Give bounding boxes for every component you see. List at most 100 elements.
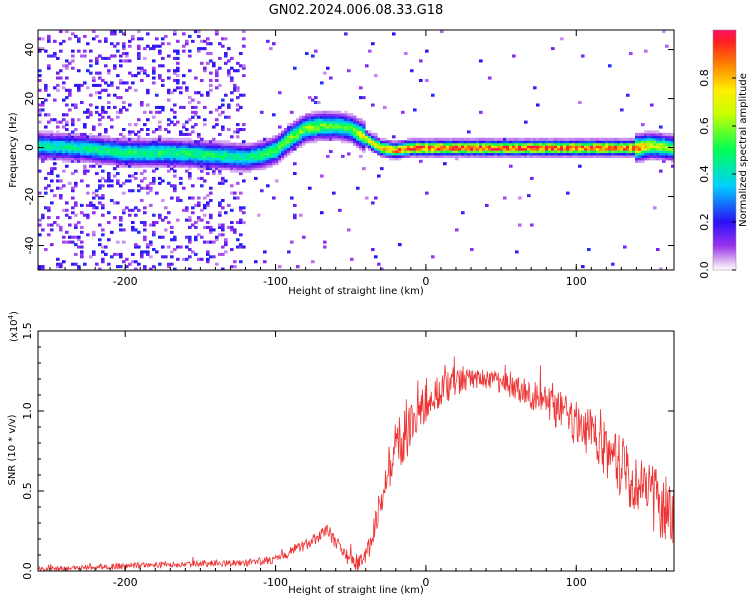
spectrogram-cell <box>125 142 129 146</box>
spectrogram-cell <box>497 145 501 149</box>
spectrogram-cell <box>158 44 162 48</box>
spectrogram-cell <box>83 172 87 176</box>
spectrogram-cell <box>290 142 294 146</box>
spectrogram-cell <box>92 76 96 80</box>
spectrogram-cell <box>353 123 357 127</box>
spectrogram-cell <box>98 145 102 149</box>
spectrogram-cell <box>71 157 75 161</box>
spectrogram-cell <box>302 118 306 122</box>
spectrogram-cell <box>53 162 57 166</box>
spectrogram-cell <box>641 123 645 127</box>
spectrogram-cell <box>167 145 171 149</box>
spectrogram-cell <box>320 118 324 122</box>
spectrogram-cell <box>362 132 366 136</box>
spectrogram-cell <box>455 137 459 141</box>
spectrogram-cell <box>569 154 573 158</box>
spectrogram-cell <box>47 34 51 38</box>
spectrogram-cell <box>86 137 90 141</box>
spectrogram-cell <box>209 150 213 154</box>
spectrogram-cell <box>548 142 552 146</box>
spectrogram-cell <box>62 159 66 163</box>
spectrogram-cell <box>593 140 597 144</box>
spectrogram-cell <box>533 147 537 151</box>
spectrogram-cell <box>419 59 423 63</box>
spectrogram-cell <box>173 162 177 166</box>
spectrogram-cell <box>227 167 231 171</box>
spectrogram-cell <box>650 140 654 144</box>
spectrogram-cell <box>95 159 99 163</box>
spectrogram-cell <box>422 140 426 144</box>
spectrogram-cell <box>179 132 183 136</box>
spectrogram-cell <box>59 225 63 229</box>
spectrogram-cell <box>53 154 57 158</box>
spectrogram-cell <box>509 142 513 146</box>
spectrogram-cell <box>239 245 243 249</box>
spectrogram-cell <box>152 152 156 156</box>
spectrogram-cell <box>602 137 606 141</box>
spectrogram-cell <box>320 211 324 215</box>
spectrogram-cell <box>629 142 633 146</box>
spectrogram-cell <box>56 262 60 266</box>
spectrogram-cell <box>398 147 402 151</box>
spectrogram-cell <box>203 206 207 210</box>
spectrogram-cell <box>236 157 240 161</box>
spectrogram-cell <box>422 152 426 156</box>
spectrogram-cell <box>629 137 633 141</box>
spectrogram-cell <box>149 154 153 158</box>
spectrogram-cell <box>380 267 384 270</box>
spectrogram-cell <box>551 137 555 141</box>
spectrogram-cell <box>305 128 309 132</box>
spectrogram-cell <box>101 206 105 210</box>
spectrogram-cell <box>191 105 195 109</box>
spectrogram-cell <box>113 174 117 178</box>
spectrogram-cell <box>419 147 423 151</box>
spectrogram-cell <box>65 164 69 168</box>
spectrogram-cell <box>440 154 444 158</box>
spectrogram-cell <box>143 176 147 180</box>
spectrogram-cell <box>617 152 621 156</box>
spectrogram-cell <box>362 145 366 149</box>
spectrogram-cell <box>467 130 471 134</box>
spectrogram-cell <box>185 206 189 210</box>
spectrogram-cell <box>497 147 501 151</box>
spectrogram-cell <box>161 140 165 144</box>
spectrogram-cell <box>362 125 366 129</box>
spectrogram-cell <box>41 108 45 112</box>
spectrogram-cell <box>89 150 93 154</box>
spectrogram-cell <box>191 140 195 144</box>
spectrogram-cell <box>239 150 243 154</box>
spectrogram-cell <box>152 76 156 80</box>
spectrogram-cell <box>188 174 192 178</box>
spectrogram-cell <box>641 147 645 151</box>
spectrogram-cell <box>572 142 576 146</box>
spectrogram-cell <box>449 147 453 151</box>
spectrogram-cell <box>203 123 207 127</box>
spectrogram-cell <box>578 101 582 105</box>
spectrogram-cell <box>458 147 462 151</box>
spectrogram-cell <box>122 147 126 151</box>
spectrogram-cell <box>65 59 69 63</box>
spectrogram-cell <box>563 137 567 141</box>
spectrogram-cell <box>233 169 237 173</box>
spectrogram-cell <box>164 128 168 132</box>
spectrogram-cell <box>194 203 198 207</box>
spectrogram-cell <box>56 145 60 149</box>
spectrogram-cell <box>416 145 420 149</box>
spectrogram-cell <box>281 135 285 139</box>
spectrogram-cell <box>71 66 75 70</box>
spectrogram-cell <box>422 150 426 154</box>
spectrogram-cell <box>146 159 150 163</box>
spectrogram-cell <box>47 37 51 41</box>
spectrogram-x-tick-label: -100 <box>263 275 288 288</box>
spectrogram-cell <box>122 150 126 154</box>
spectrogram-cell <box>125 162 129 166</box>
spectrogram-cell <box>119 81 123 85</box>
spectrogram-cell <box>293 128 297 132</box>
spectrogram-cell <box>221 154 225 158</box>
spectrogram-cell <box>434 150 438 154</box>
spectrogram-cell <box>188 118 192 122</box>
spectrogram-cell <box>479 140 483 144</box>
spectrogram-cell <box>209 71 213 75</box>
spectrogram-cell <box>113 30 117 34</box>
spectrogram-cell <box>440 150 444 154</box>
